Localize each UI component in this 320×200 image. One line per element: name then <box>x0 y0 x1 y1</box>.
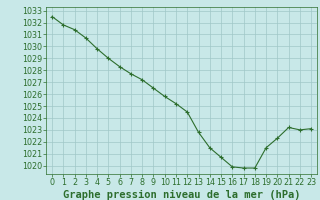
X-axis label: Graphe pression niveau de la mer (hPa): Graphe pression niveau de la mer (hPa) <box>63 190 300 200</box>
